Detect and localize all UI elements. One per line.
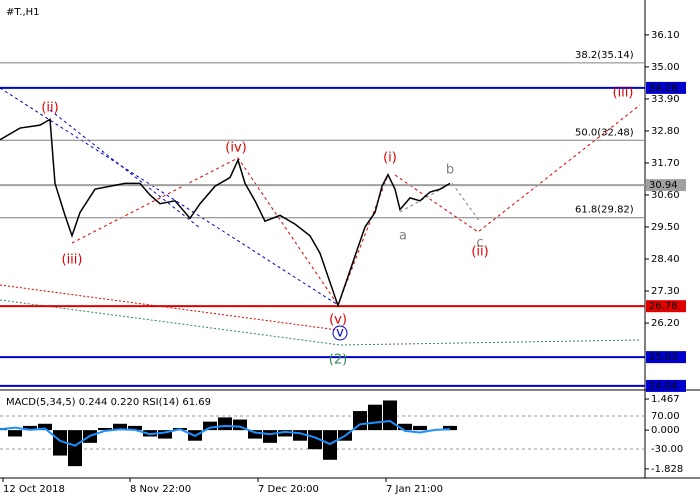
macd-bar [293,430,307,441]
level-label: 26.78 [649,301,678,312]
y-tick-label: -1.828 [651,464,683,475]
trend-line [0,87,339,306]
wave-label: (ii) [471,245,488,260]
wave-label: v [336,326,344,341]
level-box [646,300,686,313]
y-tick-label: 33.90 [651,94,680,105]
macd-bar [398,423,412,431]
y-tick-label: 27.30 [651,286,680,297]
macd-bar [38,423,52,431]
wave-circle [332,325,348,341]
y-tick-label: 30.60 [651,190,680,201]
trend-line [49,109,201,229]
level-box [646,179,686,192]
macd-bar [308,430,322,450]
y-tick-label: 0.000 [651,425,680,436]
wave-label: c [476,236,483,251]
trend-line [0,284,339,331]
macd-bar [23,425,37,431]
y-tick-label: 1.467 [651,394,680,405]
level-box [646,81,686,94]
macd-bar [383,400,397,431]
y-tick-label: 35.00 [651,62,680,73]
wave-label: (i) [383,151,397,166]
trend-line [71,157,389,307]
macd-bar [8,430,22,437]
wave-label: (iii) [613,86,634,101]
wave-label: (2) [329,353,347,368]
y-tick-label: 29.50 [651,222,680,233]
wave-label: (iii) [62,253,83,268]
macd-bar [443,425,457,431]
fib-label: 38.2(35.14) [575,50,634,61]
level-label: 30.94 [649,180,678,191]
indicator-label: MACD(5,34,5) 0.244 0.220 RSI(14) 61.69 [6,397,211,408]
level-label: 34.28 [649,83,678,94]
x-tick-label: 8 Nov 22:00 [130,484,191,495]
wave-label: a [399,229,407,244]
macd-bar [68,430,82,467]
y-tick-label: 36.10 [651,30,680,41]
y2-tick-label: 70.00 [651,411,680,422]
macd-bar [218,417,232,431]
macd-bar [353,411,367,431]
fib-label: 61.8(29.82) [575,205,634,216]
chart-title: #T.,H1 [6,7,40,18]
macd-bar [233,419,247,431]
macd-bar [413,425,427,431]
x-tick-label: 12 Oct 2018 [3,484,65,495]
level-box [646,379,686,392]
macd-bar [158,430,172,439]
macd-bar [128,425,142,431]
x-tick-label: 7 Dec 20:00 [258,484,319,495]
macd-bar [368,404,382,431]
wave-lines [0,87,641,346]
wave-label: (iv) [225,141,246,156]
macd-bar [113,423,127,431]
macd-bar [278,430,292,437]
macd-bar [98,428,112,431]
level-label: 24.04 [649,381,678,392]
y-tick-label: 28.40 [651,254,680,265]
wave-label: b [446,163,454,178]
y-tick-label: 32.80 [651,126,680,137]
level-box [646,351,686,364]
fib-label: 50.0(32.48) [575,127,634,138]
macd-bar [53,430,67,456]
macd-bar [203,421,217,431]
macd-bar [263,430,277,443]
y2-tick-label: -30.00 [651,444,683,455]
y-tick-label: 31.70 [651,158,680,169]
y-tick-label: 26.20 [651,318,680,329]
wave-label: (v) [329,313,347,328]
level-label: 25.03 [649,352,678,363]
rsi-line [0,419,451,447]
price-line [0,118,451,308]
macd-bar [248,430,262,439]
x-tick-label: 7 Jan 21:00 [386,484,443,495]
trend-line [399,182,481,223]
wave-label: (ii) [41,101,58,116]
